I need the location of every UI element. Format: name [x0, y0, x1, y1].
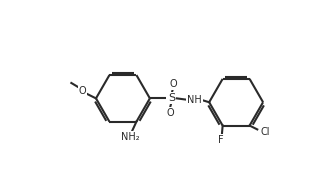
- Text: O: O: [78, 86, 86, 96]
- Text: Cl: Cl: [260, 127, 270, 137]
- Text: F: F: [218, 135, 224, 145]
- Text: S: S: [168, 93, 175, 103]
- Text: NH₂: NH₂: [121, 132, 140, 142]
- Text: NH: NH: [187, 95, 202, 105]
- Text: O: O: [166, 108, 174, 118]
- Text: O: O: [169, 79, 177, 89]
